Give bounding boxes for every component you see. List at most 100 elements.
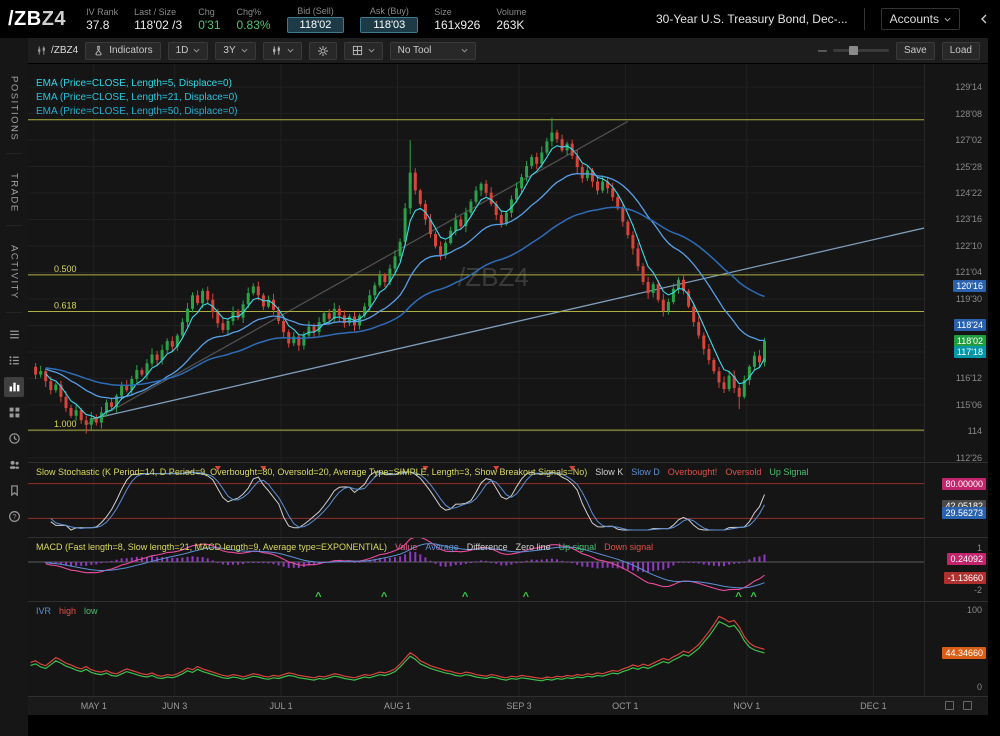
zoom-slider[interactable] (832, 46, 889, 55)
y-axis-tick: 122'10 (955, 240, 982, 251)
symbol[interactable]: /ZBZ4 (8, 8, 66, 31)
history-icon[interactable] (4, 429, 24, 449)
macd-title: MACD (Fast length=8, Slow length=21, MAC… (36, 542, 388, 552)
chevron-down-icon (461, 48, 468, 53)
watchlist-icon[interactable] (4, 351, 24, 371)
chevron-down-icon (287, 48, 294, 53)
stoch-marker: 80.00000 (942, 477, 986, 490)
chevron-down-icon (944, 17, 951, 22)
ivr-plot[interactable] (28, 602, 924, 696)
community-icon[interactable] (4, 455, 24, 475)
quote-header: /ZBZ4 IV Rank 37.8 Last / Size 118'02 /3… (0, 0, 1000, 38)
time-axis[interactable]: MAY 1 JUN 3 JUL 1 AUG 1 SEP 3 OCT 1 NOV 1 DEC 1 (28, 696, 988, 715)
legend-item: Slow D (631, 467, 660, 477)
candlestick-chart[interactable]: /ZBZ4 0.500 0.618 1.000 (28, 64, 924, 462)
stochastic-axis[interactable]: 80.00000 42.05182 29.56273 (924, 463, 988, 537)
legend-item: high (59, 606, 77, 616)
ema-label[interactable]: EMA (Price=CLOSE, Length=50, Displace=0) (36, 106, 238, 117)
svg-text:^: ^ (523, 591, 530, 601)
y-axis-tick: 128'08 (955, 108, 982, 119)
y-axis-tick: 114 (967, 426, 982, 437)
collapse-panel-arrow[interactable] (976, 13, 992, 25)
tab-trade[interactable]: TRADE (8, 173, 20, 213)
layout-dropdown[interactable] (343, 41, 383, 60)
rail-divider (6, 224, 22, 233)
save-button[interactable]: Save (895, 41, 935, 60)
drawing-tool-dropdown[interactable]: No Tool (389, 41, 476, 60)
chart-settings-button[interactable] (308, 41, 337, 60)
interval-dropdown[interactable]: 1D (167, 41, 209, 60)
chevron-down-icon (241, 48, 248, 53)
zoom-slider-thumb[interactable] (848, 46, 858, 55)
chart-icon[interactable] (4, 376, 24, 397)
tab-activity[interactable]: ACTIVITY (8, 244, 20, 300)
field-size: Size 161x926 (434, 7, 480, 32)
legend-item: Zero line (515, 542, 551, 552)
orders-icon[interactable] (4, 325, 24, 345)
ivr-panel[interactable]: IVR high low 100 0 44.34660 (28, 601, 988, 696)
stochastic-panel[interactable]: Slow Stochastic (K Period=14, D Period=9… (28, 462, 988, 537)
symbol-suffix: Z4 (41, 7, 67, 30)
help-icon[interactable]: ? (4, 507, 24, 527)
size-value: 161x926 (434, 17, 481, 32)
stochastic-title: Slow Stochastic (K Period=14, D Period=9… (36, 467, 588, 477)
stoch-marker: 29.56273 (942, 506, 986, 519)
bookmark-icon[interactable] (4, 481, 24, 501)
macd-axis[interactable]: 1 -2 0.24092 -1.13660 (924, 538, 988, 601)
apps-icon[interactable] (4, 403, 24, 423)
ivr-marker: 44.34660 (942, 646, 986, 659)
range-value: 3Y (223, 45, 236, 56)
chart-stack: /ZBZ4 0.500 0.618 1.000 EMA (Price=CLOSE, L… (28, 64, 988, 736)
indicators-label: Indicators (109, 45, 153, 56)
range-dropdown[interactable]: 3Y (215, 41, 256, 60)
chart-symbol-input[interactable]: /ZBZ4 (36, 45, 78, 56)
chart-type-dropdown[interactable] (262, 41, 302, 60)
x-axis-label: OCT 1 (612, 701, 639, 711)
macd-marker: 0.24092 (947, 552, 986, 565)
left-rail: POSITIONS TRADE ACTIVITY ? (0, 38, 28, 736)
accounts-dropdown[interactable]: Accounts (880, 8, 960, 30)
volume-value: 263K (496, 17, 525, 32)
zoom-control: – (818, 42, 889, 60)
chart-symbol-label: /ZBZ4 (51, 45, 79, 56)
ask-button[interactable]: 118'03 (360, 16, 419, 33)
load-button[interactable]: Load (941, 41, 980, 60)
ema-label[interactable]: EMA (Price=CLOSE, Length=5, Displace=0) (36, 78, 232, 89)
ivr-tick: 100 (966, 605, 982, 615)
rail-divider (6, 153, 22, 161)
study-labels: EMA (Price=CLOSE, Length=5, Displace=0) … (36, 77, 238, 119)
tab-positions[interactable]: POSITIONS (8, 76, 20, 142)
field-iv-rank: IV Rank 37.8 (86, 7, 118, 32)
main-chart-panel[interactable]: /ZBZ4 0.500 0.618 1.000 EMA (Price=CLOSE, L… (28, 64, 988, 462)
stochastic-label[interactable]: Slow Stochastic (K Period=14, D Period=9… (36, 467, 808, 477)
bid-button[interactable]: 118'02 (286, 16, 345, 33)
macd-label[interactable]: MACD (Fast length=8, Slow length=21, MAC… (36, 542, 653, 552)
legend-item: Overbought! (667, 467, 718, 477)
stochastic-legend: Slow K Slow D Overbought! Oversold Up Signal (587, 467, 808, 477)
ask-label: Ask (Buy) (369, 5, 409, 16)
zoom-out-icon[interactable]: – (818, 41, 827, 59)
price-marker: 120'16 (953, 280, 986, 293)
svg-text:^: ^ (750, 591, 757, 601)
legend-item: Difference (466, 542, 508, 552)
macd-tick: -2 (973, 584, 982, 595)
stochastic-plot[interactable] (28, 463, 924, 537)
chg-label: Chg (198, 6, 215, 17)
ema-label[interactable]: EMA (Price=CLOSE, Length=21, Displace=0) (36, 92, 238, 103)
ivr-axis[interactable]: 100 0 44.34660 (924, 602, 988, 696)
calendar-icon[interactable] (945, 701, 954, 710)
accounts-label: Accounts (889, 12, 939, 26)
rail-divider (6, 311, 22, 320)
layout-icon[interactable] (963, 701, 972, 710)
candlestick-icon (272, 46, 280, 55)
macd-panel[interactable]: ^ ^ ^ ^ ^ ^ MACD (Fast length=8, Slow length=… (28, 537, 988, 601)
drawing-tool-value: No Tool (397, 45, 432, 56)
indicators-button[interactable]: Indicators (85, 41, 161, 60)
y-axis-tick: 121'04 (955, 267, 982, 278)
price-axis[interactable]: 129'14 128'08 127'02 125'28 124'22 123'16 122'… (924, 64, 988, 462)
ivr-label[interactable]: IVR high low (36, 606, 98, 616)
macd-plot[interactable]: ^ ^ ^ ^ ^ ^ (28, 538, 924, 601)
volume-label: Volume (496, 6, 527, 17)
last-size-value: 118'02 /3 (134, 17, 183, 32)
